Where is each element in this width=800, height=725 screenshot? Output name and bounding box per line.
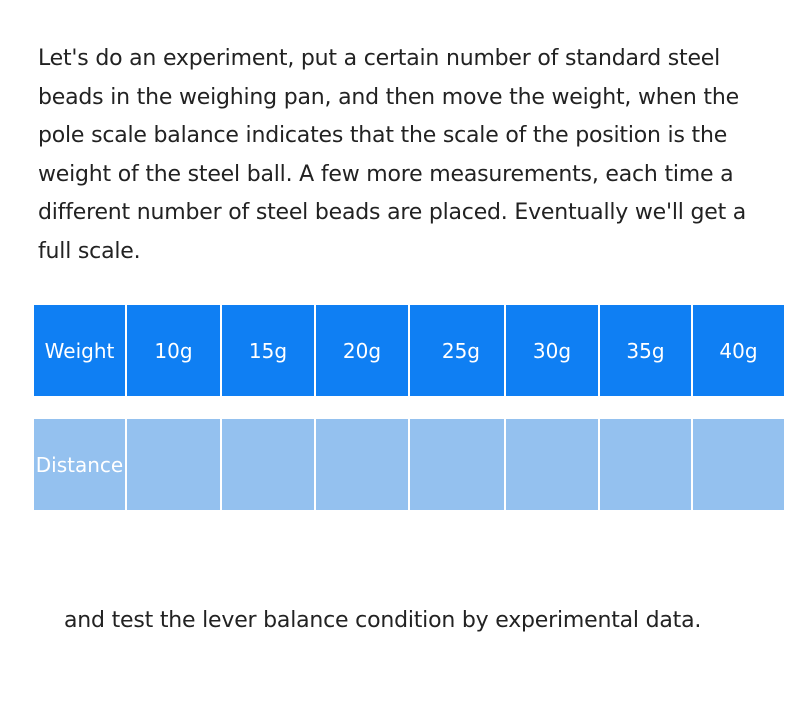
distance-cell [600,419,691,510]
distance-cell [693,419,784,510]
cell-divider [598,419,600,510]
weight-cell-15g: 15g [222,305,314,396]
weight-row: Weight 10g 15g 20g 25g 30g 35g 40g [34,305,784,396]
weight-cell-30g: 30g [506,305,598,396]
distance-row: Distance [34,419,784,510]
cell-divider [408,419,410,510]
cell-divider [314,305,316,396]
cell-divider [408,305,410,396]
distance-cell [410,419,504,510]
distance-cell [222,419,314,510]
outro-paragraph: and test the lever balance condition by … [64,608,702,633]
cell-divider [314,419,316,510]
weight-cell-20g: 20g [316,305,408,396]
weight-label-cell: Weight [34,305,125,396]
distance-cell [506,419,598,510]
cell-divider [125,419,127,510]
cell-divider [598,305,600,396]
distance-label-cell: Distance [34,419,125,510]
cell-divider [220,305,222,396]
cell-divider [691,419,693,510]
weight-cell-40g: 40g [693,305,784,396]
weight-cell-10g: 10g [127,305,220,396]
cell-divider [125,305,127,396]
cell-divider [504,305,506,396]
weight-cell-35g: 35g [600,305,691,396]
weight-cell-25g: 25g [410,305,504,396]
cell-divider [691,305,693,396]
distance-cell [316,419,408,510]
intro-paragraph: Let's do an experiment, put a certain nu… [38,46,747,264]
distance-cell [127,419,220,510]
cell-divider [220,419,222,510]
cell-divider [504,419,506,510]
